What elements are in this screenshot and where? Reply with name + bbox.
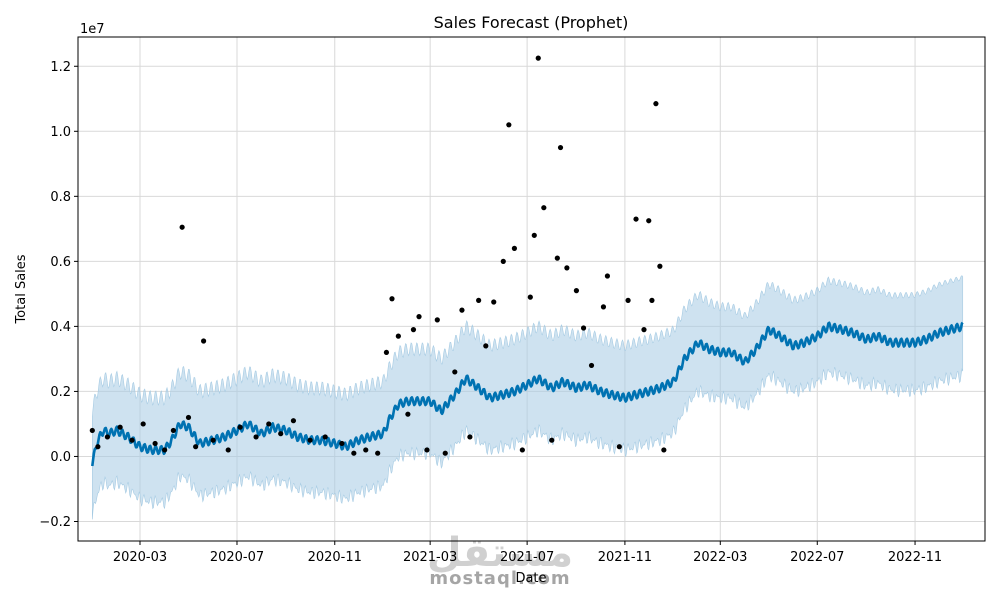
actual-sales-point [527, 294, 533, 300]
x-axis-label: Date [515, 571, 546, 586]
actual-sales-point [500, 258, 506, 264]
y-tick-label: 1.2 [50, 60, 71, 75]
actual-sales-point [185, 414, 192, 421]
actual-sales-point [633, 216, 639, 222]
actual-sales-point [467, 434, 473, 440]
x-tick-label: 2021-03 [403, 550, 457, 565]
uncertainty-band-layer [92, 275, 964, 520]
actual-points-layer [89, 55, 667, 456]
y-tick-label: 0.2 [50, 385, 71, 400]
actual-sales-point [104, 434, 111, 440]
actual-sales-point [170, 427, 176, 434]
x-tick-label: 2022-07 [790, 550, 844, 565]
actual-sales-point [200, 338, 207, 344]
actual-sales-point [89, 427, 95, 434]
y-scale-multiplier: 1e7 [80, 22, 105, 37]
actual-sales-point [519, 447, 525, 453]
forecast-line [91, 321, 964, 467]
actual-sales-point [442, 450, 448, 456]
plot-area-frame [77, 36, 986, 542]
watermark-arabic: مستقل [427, 530, 573, 576]
actual-sales-point [531, 232, 537, 238]
actual-sales-point [179, 224, 185, 230]
y-axis: −0.2 0.0 0.2 0.4 0.6 0.8 1.0 1.2 [39, 60, 78, 530]
actual-sales-point [351, 450, 357, 456]
actual-sales-point [405, 411, 411, 417]
actual-sales-point [476, 297, 482, 303]
actual-sales-point [588, 362, 595, 369]
actual-sales-point [541, 205, 547, 211]
actual-sales-point [549, 437, 555, 443]
y-axis-label: Total Sales [14, 254, 29, 324]
x-tick-label: 2021-07 [500, 550, 554, 565]
actual-sales-point [152, 440, 158, 447]
y-tick-label: −0.2 [39, 515, 71, 530]
actual-sales-point [657, 263, 663, 269]
actual-sales-point [564, 265, 570, 271]
actual-sales-point [363, 447, 369, 453]
actual-sales-point [225, 447, 231, 453]
actual-sales-point [383, 349, 390, 356]
actual-sales-point [290, 418, 297, 424]
actual-sales-point [554, 255, 560, 261]
x-tick-label: 2020-07 [210, 550, 264, 565]
actual-sales-point [95, 444, 101, 450]
actual-sales-point [661, 447, 667, 453]
actual-sales-point [535, 55, 541, 61]
uncertainty-band [92, 275, 964, 520]
x-tick-label: 2020-03 [113, 550, 167, 565]
actual-sales-point [459, 307, 465, 313]
actual-sales-point [339, 440, 345, 447]
y-tick-label: 0.4 [50, 320, 71, 335]
chart-title: Sales Forecast (Prophet) [434, 13, 629, 32]
actual-sales-point [129, 437, 135, 443]
actual-sales-point [117, 424, 123, 430]
actual-sales-point [557, 144, 564, 151]
watermark-latin: mostaql.com [429, 568, 570, 589]
actual-sales-point [307, 437, 313, 443]
actual-sales-point [646, 218, 652, 224]
y-tick-label: 1.0 [50, 125, 71, 140]
y-tick-label: 0.6 [50, 255, 71, 270]
actual-sales-point [253, 434, 259, 440]
x-tick-label: 2022-11 [888, 550, 942, 565]
actual-sales-point [649, 297, 655, 303]
actual-sales-point [140, 421, 146, 427]
actual-sales-point [410, 327, 417, 333]
y-tick-label: 0.8 [50, 190, 71, 205]
x-tick-label: 2021-11 [598, 550, 652, 565]
actual-sales-point [653, 101, 659, 107]
actual-sales-point [193, 444, 199, 450]
actual-sales-point [375, 450, 381, 456]
x-tick-label: 2022-03 [693, 550, 747, 565]
actual-sales-point [237, 424, 243, 430]
actual-sales-point [573, 288, 580, 294]
actual-sales-point [604, 273, 611, 279]
actual-sales-point [278, 431, 284, 437]
actual-sales-point [416, 314, 422, 320]
actual-sales-point [641, 327, 647, 333]
actual-sales-point [511, 245, 518, 251]
actual-sales-point [580, 325, 587, 331]
x-axis: 2020-03 2020-07 2020-11 2021-03 2021-07 2021-… [113, 541, 942, 565]
actual-sales-point [162, 447, 168, 453]
actual-sales-point [210, 437, 216, 443]
y-tick-label: 0.0 [50, 450, 71, 465]
actual-sales-point [600, 304, 607, 310]
actual-sales-point [434, 317, 440, 323]
actual-sales-point [452, 369, 458, 375]
actual-sales-point [266, 421, 272, 427]
actual-sales-point [322, 434, 328, 440]
actual-sales-point [395, 333, 401, 339]
actual-sales-point [506, 122, 512, 128]
x-tick-label: 2020-11 [308, 550, 362, 565]
actual-sales-point [616, 444, 622, 450]
actual-sales-point [625, 297, 631, 303]
actual-sales-point [491, 299, 497, 305]
forecast-line-layer [91, 321, 964, 467]
actual-sales-point [389, 296, 395, 302]
actual-sales-point [424, 447, 430, 453]
actual-sales-point [483, 343, 489, 349]
